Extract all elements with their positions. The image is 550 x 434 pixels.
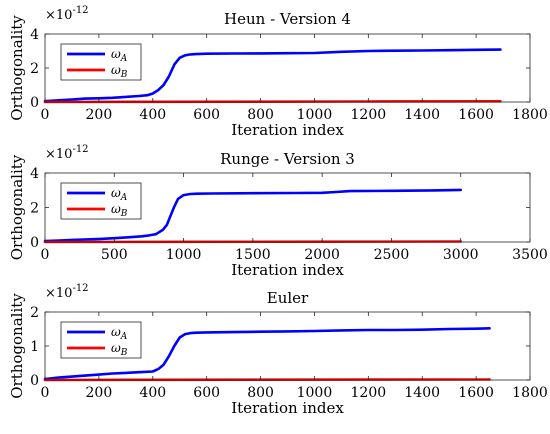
chart-2-ytick-label-1: 2	[30, 201, 39, 217]
chart-1-series-a-line	[43, 48, 502, 103]
chart-2-exponent: ×10-12	[45, 144, 89, 162]
chart-3-exponent: ×10-12	[45, 283, 89, 301]
chart-3-xtick-label-7: 1400	[404, 385, 440, 401]
chart-3-xtick-label-6: 1200	[351, 385, 387, 401]
chart-1: 0 200 400 600 800 1000 1200 1400 1600 1800 0 2 4 ×10-…	[8, 5, 548, 139]
chart-1-ytick-label-0: 0	[30, 95, 39, 111]
chart-1-xtick-label-1: 200	[86, 107, 113, 123]
chart-2-legend-label-a: ωA	[111, 186, 128, 203]
chart-1-xtick-label-5: 1000	[297, 107, 333, 123]
chart-3-xtick-label-0: 0	[41, 385, 50, 401]
chart-3-xtick-label-4: 800	[247, 385, 274, 401]
chart-3-ylabel: Orthogonality	[8, 293, 26, 399]
chart-3-legend-label-a: ωA	[111, 325, 128, 342]
chart-1-xtick-label-2: 400	[139, 107, 166, 123]
chart-3-xlabel: Iteration index	[231, 399, 344, 417]
chart-3-xtick-label-2: 400	[139, 385, 166, 401]
chart-1-legend-label-b: ωB	[111, 63, 128, 80]
chart-1-legend-box	[60, 43, 142, 81]
chart-3-xtick-label-1: 200	[86, 385, 113, 401]
chart-3-series-a-line	[43, 326, 491, 381]
chart-1-xtick-label-4: 800	[247, 107, 274, 123]
chart-1-xtick-label-8: 1600	[458, 107, 494, 123]
chart-2-xtick-label-4: 2000	[304, 247, 340, 263]
chart-1-ylabel: Orthogonality	[8, 15, 26, 121]
chart-3-xtick-label-3: 600	[193, 385, 220, 401]
chart-2-title: Runge - Version 3	[220, 150, 355, 168]
chart-2-ytick-label-0: 0	[30, 235, 39, 251]
chart-3-ytick-label-0: 0	[30, 373, 39, 389]
chart-3-ytick-label-2: 2	[30, 305, 39, 321]
chart-3: 0 200 400 600 800 1000 1200 1400 1600 1800 0 1 2 ×10-…	[8, 283, 548, 417]
chart-2: 0 500 1000 1500 2000 2500 3000 3500 0 2 4 ×10-12 Run…	[8, 144, 548, 279]
chart-1-xtick-label-0: 0	[41, 107, 50, 123]
chart-2-xtick-label-5: 2500	[374, 247, 410, 263]
chart-1-ytick-label-2: 4	[30, 27, 39, 43]
chart-2-legend-box	[60, 182, 142, 220]
chart-1-xtick-label-6: 1200	[351, 107, 387, 123]
chart-1-xtick-label-3: 600	[193, 107, 220, 123]
chart-1-exponent: ×10-12	[45, 5, 89, 23]
chart-1-ytick-label-1: 2	[30, 61, 39, 77]
chart-2-xtick-label-2: 1000	[166, 247, 202, 263]
chart-2-ylabel: Orthogonality	[8, 154, 26, 260]
chart-3-xtick-label-9: 1800	[512, 385, 548, 401]
chart-1-xlabel: Iteration index	[231, 121, 344, 139]
chart-2-legend-label-b: ωB	[111, 202, 128, 219]
chart-3-legend-label-b: ωB	[111, 341, 128, 358]
chart-3-ytick-label-1: 1	[30, 339, 39, 355]
chart-2-ytick-label-2: 4	[30, 166, 39, 182]
chart-1-legend-label-a: ωA	[111, 47, 128, 64]
chart-2-xtick-label-1: 500	[101, 247, 128, 263]
chart-2-series-a-line	[43, 188, 463, 243]
chart-3-title: Euler	[267, 289, 309, 307]
chart-3-xtick-label-8: 1600	[458, 385, 494, 401]
chart-1-xtick-label-7: 1400	[404, 107, 440, 123]
chart-3-legend-box	[60, 321, 142, 359]
chart-2-xtick-label-6: 3000	[443, 247, 479, 263]
chart-1-title: Heun - Version 4	[224, 10, 351, 28]
chart-2-xtick-label-7: 3500	[512, 247, 548, 263]
chart-2-xlabel: Iteration index	[231, 261, 344, 279]
chart-3-xtick-label-5: 1000	[297, 385, 333, 401]
chart-2-xtick-label-0: 0	[41, 247, 50, 263]
chart-2-xtick-label-3: 1500	[235, 247, 271, 263]
chart-1-xtick-label-9: 1800	[512, 107, 548, 123]
